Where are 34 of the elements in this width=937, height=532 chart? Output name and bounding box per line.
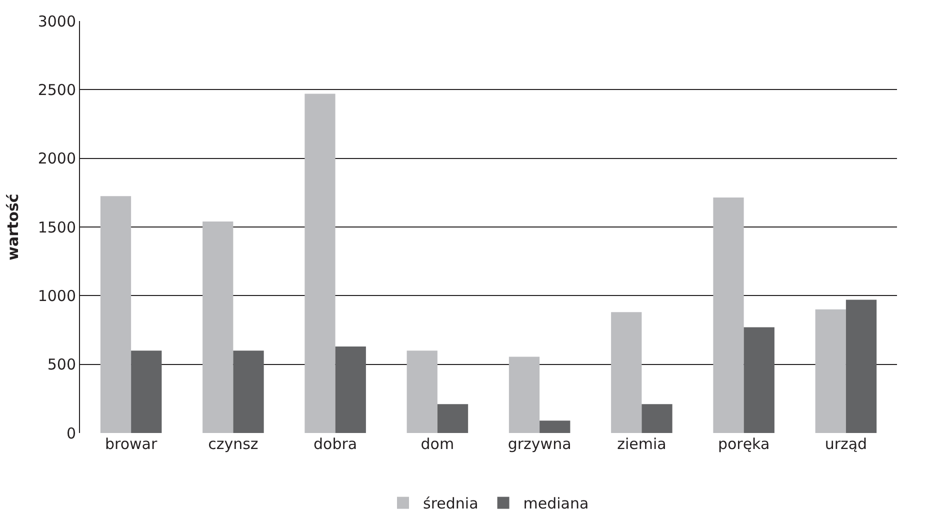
- bar: [815, 309, 846, 433]
- x-tick-label: grzywna: [508, 435, 572, 453]
- bar: [846, 300, 877, 433]
- legend-label: mediana: [523, 494, 589, 513]
- bar: [437, 404, 468, 433]
- y-tick-label: 1000: [38, 286, 76, 305]
- y-tick-label: 1500: [38, 218, 76, 236]
- bar: [642, 404, 672, 433]
- y-tick-label: 3000: [38, 12, 76, 30]
- y-axis-title: wartość: [4, 194, 22, 260]
- x-tick-label: czynsz: [208, 435, 258, 453]
- x-tick-label: dobra: [314, 435, 358, 453]
- y-tick-label: 0: [66, 424, 76, 442]
- y-tick-label: 2500: [38, 80, 76, 99]
- bar: [508, 356, 540, 433]
- bar: [713, 197, 744, 433]
- legend-label: średnia: [423, 494, 478, 513]
- x-tick-label: ziemia: [617, 435, 666, 453]
- bar: [202, 222, 234, 433]
- bar: [744, 327, 774, 433]
- bar: [540, 420, 570, 433]
- x-tick-label: poręka: [718, 435, 770, 453]
- y-tick-label: 500: [47, 356, 76, 374]
- bar: [100, 196, 132, 433]
- bar: [611, 312, 642, 433]
- bar: [233, 350, 264, 433]
- x-tick-label: dom: [420, 435, 454, 453]
- x-tick-label: browar: [104, 435, 158, 453]
- bar: [304, 94, 336, 433]
- bar: [131, 350, 162, 433]
- bar: [335, 346, 366, 433]
- bar: [406, 350, 438, 433]
- x-tick-label: urząd: [824, 435, 868, 453]
- y-tick-label: 2000: [38, 150, 76, 168]
